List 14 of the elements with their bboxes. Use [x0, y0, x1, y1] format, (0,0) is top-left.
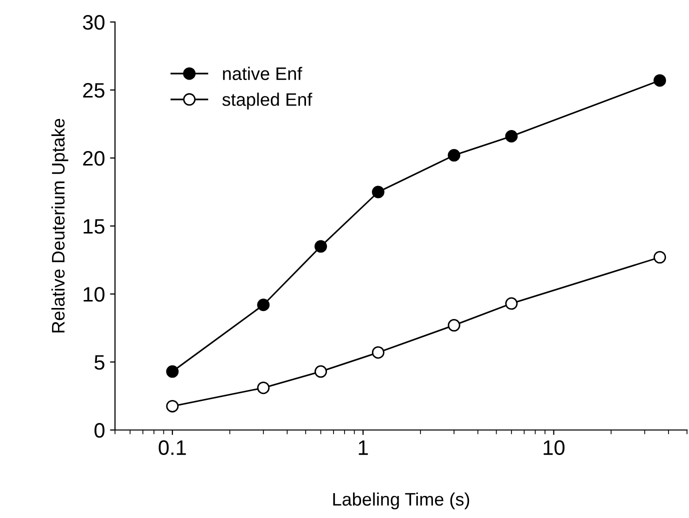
y-tick-label: 30 — [82, 15, 104, 30]
y-tick-label: 10 — [84, 287, 104, 302]
y-axis-title: Relative Deuterium Uptake — [51, 118, 68, 332]
x-tick-label: 10 — [544, 440, 564, 456]
y-tick-label: 5 — [94, 355, 104, 370]
x-tick-label: 1 — [358, 440, 368, 455]
y-tick-label: 0 — [94, 423, 104, 438]
y-tick-label: 20 — [83, 151, 104, 166]
y-tick-label: 15 — [84, 219, 104, 234]
x-tick-label: 0.1 — [158, 440, 186, 456]
y-tick-label: 25 — [83, 83, 104, 98]
legend-label: stapled Enf — [222, 92, 312, 110]
legend-label: native Enf — [223, 66, 302, 80]
x-axis-title: Labeling Time (s) — [333, 492, 470, 510]
